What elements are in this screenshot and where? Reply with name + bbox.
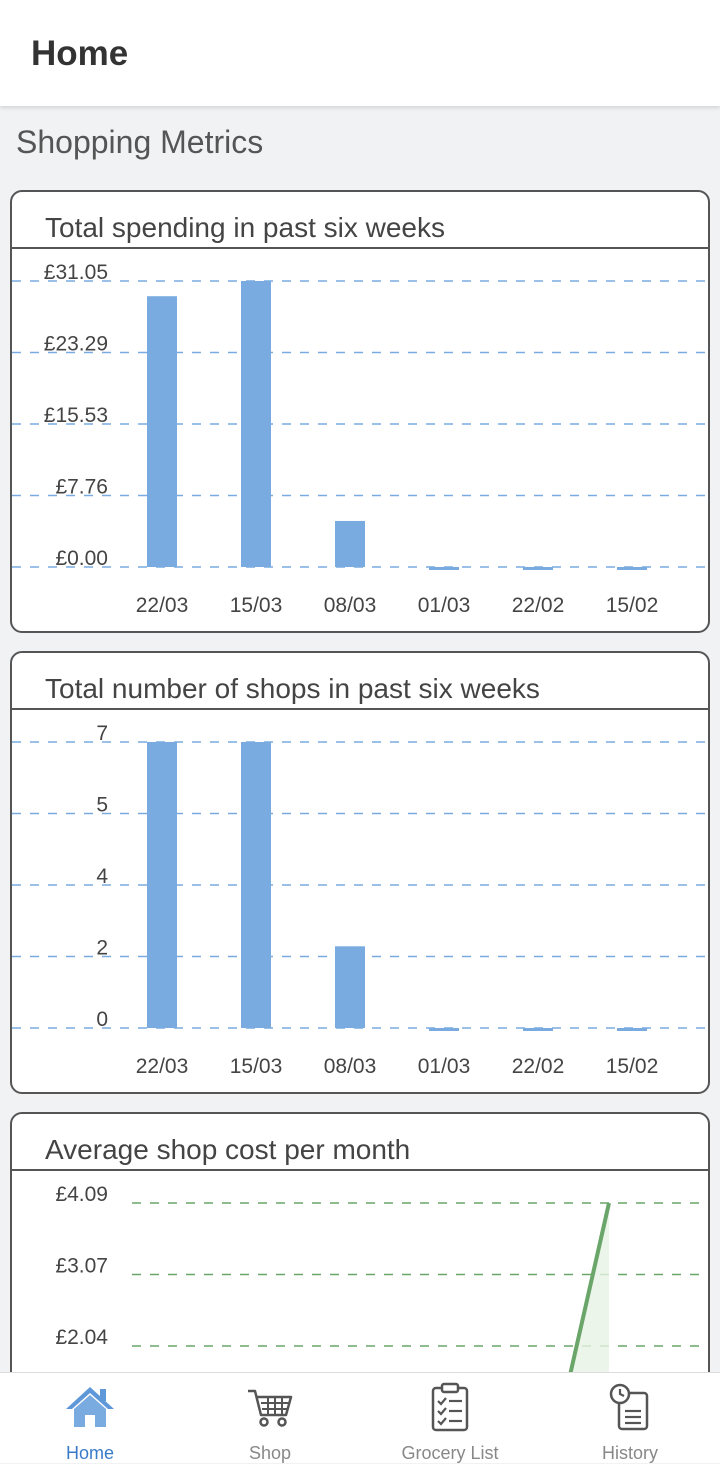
average-chart: £4.09 £3.07 £2.04 bbox=[55, 1183, 708, 1410]
chart-title: Total number of shops in past six weeks bbox=[45, 673, 540, 704]
x-tick-label: 15/02 bbox=[606, 1055, 659, 1078]
y-tick-label: £3.07 bbox=[55, 1255, 108, 1278]
divider bbox=[12, 708, 708, 710]
x-tick-label: 15/02 bbox=[606, 594, 659, 617]
x-tick-label: 15/03 bbox=[230, 1055, 283, 1078]
x-tick-label: 01/03 bbox=[418, 594, 471, 617]
bar bbox=[335, 520, 365, 567]
bar bbox=[429, 1028, 459, 1031]
nav-label: Shop bbox=[248, 1443, 292, 1463]
x-tick-label: 08/03 bbox=[324, 594, 377, 617]
series-line bbox=[560, 1202, 611, 1410]
nav-label: Home bbox=[65, 1443, 114, 1463]
divider bbox=[12, 1169, 708, 1171]
x-tick-label: 08/03 bbox=[324, 1055, 377, 1078]
bar bbox=[241, 742, 271, 1028]
y-tick-label: £4.09 bbox=[55, 1183, 108, 1206]
bar bbox=[429, 567, 459, 570]
y-tick-label: £23.29 bbox=[44, 333, 108, 356]
cart-icon bbox=[248, 1389, 293, 1427]
bar bbox=[335, 946, 365, 1028]
divider bbox=[12, 247, 708, 249]
nav-label: Grocery List bbox=[401, 1443, 499, 1463]
bottom-navigation: Home Shop Grocery List bbox=[0, 1372, 720, 1463]
nav-item-grocery-list[interactable]: Grocery List bbox=[360, 1373, 540, 1464]
spending-chart: £0.00 £7.76 £15.53 £23.29 £31.05 22/03 15/03 08… bbox=[12, 261, 708, 617]
app-header: Home bbox=[0, 0, 720, 106]
average-chart-card: Average shop cost per month £4.09 £3.07 £2… bbox=[10, 1112, 710, 1412]
y-tick-label: £0.00 bbox=[55, 547, 108, 570]
nav-item-history[interactable]: History bbox=[540, 1373, 720, 1464]
clipboard-list-icon bbox=[431, 1382, 469, 1432]
page-title: Home bbox=[31, 34, 129, 73]
chart-title: Average shop cost per month bbox=[45, 1134, 411, 1165]
shops-chart-card: Total number of shops in past six weeks … bbox=[10, 651, 710, 1094]
bar bbox=[147, 296, 177, 567]
bar bbox=[617, 1028, 647, 1031]
shops-chart: 0 2 4 5 7 22/03 15/03 08/03 01/03 22/02 15/02 bbox=[12, 722, 708, 1078]
x-tick-label: 22/03 bbox=[136, 1055, 189, 1078]
nav-item-shop[interactable]: Shop bbox=[180, 1373, 360, 1464]
chart-title: Total spending in past six weeks bbox=[45, 212, 445, 243]
x-tick-label: 22/02 bbox=[512, 594, 565, 617]
spending-chart-card: Total spending in past six weeks £0.00 £7… bbox=[10, 190, 710, 633]
y-tick-label: 4 bbox=[96, 865, 108, 888]
bar bbox=[147, 742, 177, 1028]
y-tick-label: £31.05 bbox=[44, 261, 108, 284]
x-tick-label: 22/02 bbox=[512, 1055, 565, 1078]
y-tick-label: 0 bbox=[96, 1008, 108, 1031]
section-title: Shopping Metrics bbox=[16, 124, 264, 160]
bar bbox=[241, 281, 271, 567]
y-tick-label: 5 bbox=[96, 794, 108, 817]
x-tick-label: 01/03 bbox=[418, 1055, 471, 1078]
nav-label: History bbox=[601, 1443, 658, 1463]
y-tick-label: 7 bbox=[96, 722, 108, 745]
nav-item-home[interactable]: Home bbox=[0, 1373, 180, 1464]
bar bbox=[617, 567, 647, 570]
bar bbox=[523, 1028, 553, 1031]
y-tick-label: £7.76 bbox=[55, 476, 108, 499]
x-tick-label: 22/03 bbox=[136, 594, 189, 617]
y-tick-label: 2 bbox=[96, 937, 108, 960]
x-tick-label: 15/03 bbox=[230, 594, 283, 617]
bar bbox=[523, 567, 553, 570]
history-icon bbox=[609, 1383, 649, 1431]
home-icon bbox=[66, 1387, 114, 1427]
y-tick-label: £15.53 bbox=[44, 404, 108, 427]
y-tick-label: £2.04 bbox=[55, 1326, 108, 1349]
